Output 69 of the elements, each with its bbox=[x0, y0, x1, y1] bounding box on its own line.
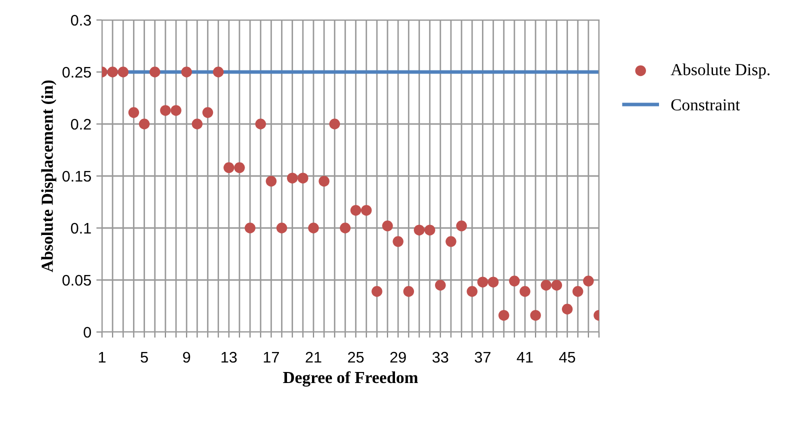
point bbox=[308, 222, 319, 234]
point bbox=[360, 204, 372, 216]
x-tick-label: 1 bbox=[98, 352, 106, 363]
point bbox=[530, 310, 541, 321]
y-tick-label: 0 bbox=[84, 326, 91, 338]
point bbox=[403, 286, 414, 297]
x-tick-label: 17 bbox=[264, 352, 279, 363]
x-tick-label: 41 bbox=[516, 352, 533, 363]
y-tick-label: 0.2 bbox=[70, 118, 91, 130]
point bbox=[318, 176, 330, 187]
point bbox=[498, 310, 510, 321]
point bbox=[212, 66, 224, 78]
point bbox=[181, 66, 192, 78]
x-tick-label: 29 bbox=[390, 352, 406, 363]
point bbox=[234, 162, 245, 174]
x-tick-label: 45 bbox=[559, 352, 576, 363]
point bbox=[435, 280, 446, 291]
point bbox=[329, 118, 340, 130]
point bbox=[414, 224, 425, 236]
point bbox=[520, 286, 530, 297]
point bbox=[255, 118, 266, 130]
point bbox=[382, 220, 393, 232]
x-tick-label: 37 bbox=[474, 352, 490, 363]
x-tick-label: 9 bbox=[183, 352, 190, 363]
point bbox=[488, 276, 499, 288]
point bbox=[340, 222, 351, 234]
point bbox=[551, 280, 562, 291]
x-tick-label: 21 bbox=[306, 352, 322, 363]
point bbox=[424, 224, 436, 236]
point bbox=[276, 222, 288, 234]
point bbox=[266, 176, 277, 187]
x-tick-label: 25 bbox=[348, 352, 364, 363]
x-tick-label: 5 bbox=[140, 352, 148, 363]
y-tick-label: 0.05 bbox=[62, 274, 91, 286]
point bbox=[138, 118, 150, 130]
point bbox=[372, 286, 382, 297]
y-axis-title: Absolute Displacement (in) bbox=[41, 80, 56, 272]
y-tick-label: 0.15 bbox=[62, 170, 91, 182]
y-tick-label: 0.25 bbox=[62, 66, 91, 78]
point bbox=[583, 276, 594, 286]
point bbox=[298, 172, 308, 184]
point bbox=[149, 66, 160, 78]
y-tick-label: 0.3 bbox=[70, 14, 91, 26]
point bbox=[540, 280, 552, 291]
x-axis-title: Degree of Freedom bbox=[283, 371, 418, 387]
point bbox=[192, 118, 203, 130]
point bbox=[572, 286, 584, 297]
point bbox=[202, 107, 214, 118]
point bbox=[128, 107, 140, 118]
point bbox=[107, 66, 118, 78]
point bbox=[118, 66, 129, 78]
x-tick-label: 33 bbox=[432, 352, 448, 363]
point bbox=[350, 204, 362, 216]
point bbox=[466, 286, 478, 297]
point bbox=[477, 276, 488, 288]
point bbox=[224, 162, 234, 174]
point bbox=[456, 220, 467, 232]
point bbox=[170, 105, 182, 116]
point bbox=[160, 105, 171, 116]
legend-label: Absolute Disp. bbox=[670, 64, 770, 79]
y-tick-label: 0.1 bbox=[70, 222, 91, 234]
legend-label: Constraint bbox=[671, 99, 740, 110]
point bbox=[392, 236, 404, 247]
point bbox=[446, 236, 456, 247]
point bbox=[562, 304, 573, 314]
point bbox=[244, 222, 256, 234]
point bbox=[286, 172, 298, 184]
x-tick-label: 13 bbox=[222, 352, 237, 363]
point bbox=[509, 276, 520, 286]
